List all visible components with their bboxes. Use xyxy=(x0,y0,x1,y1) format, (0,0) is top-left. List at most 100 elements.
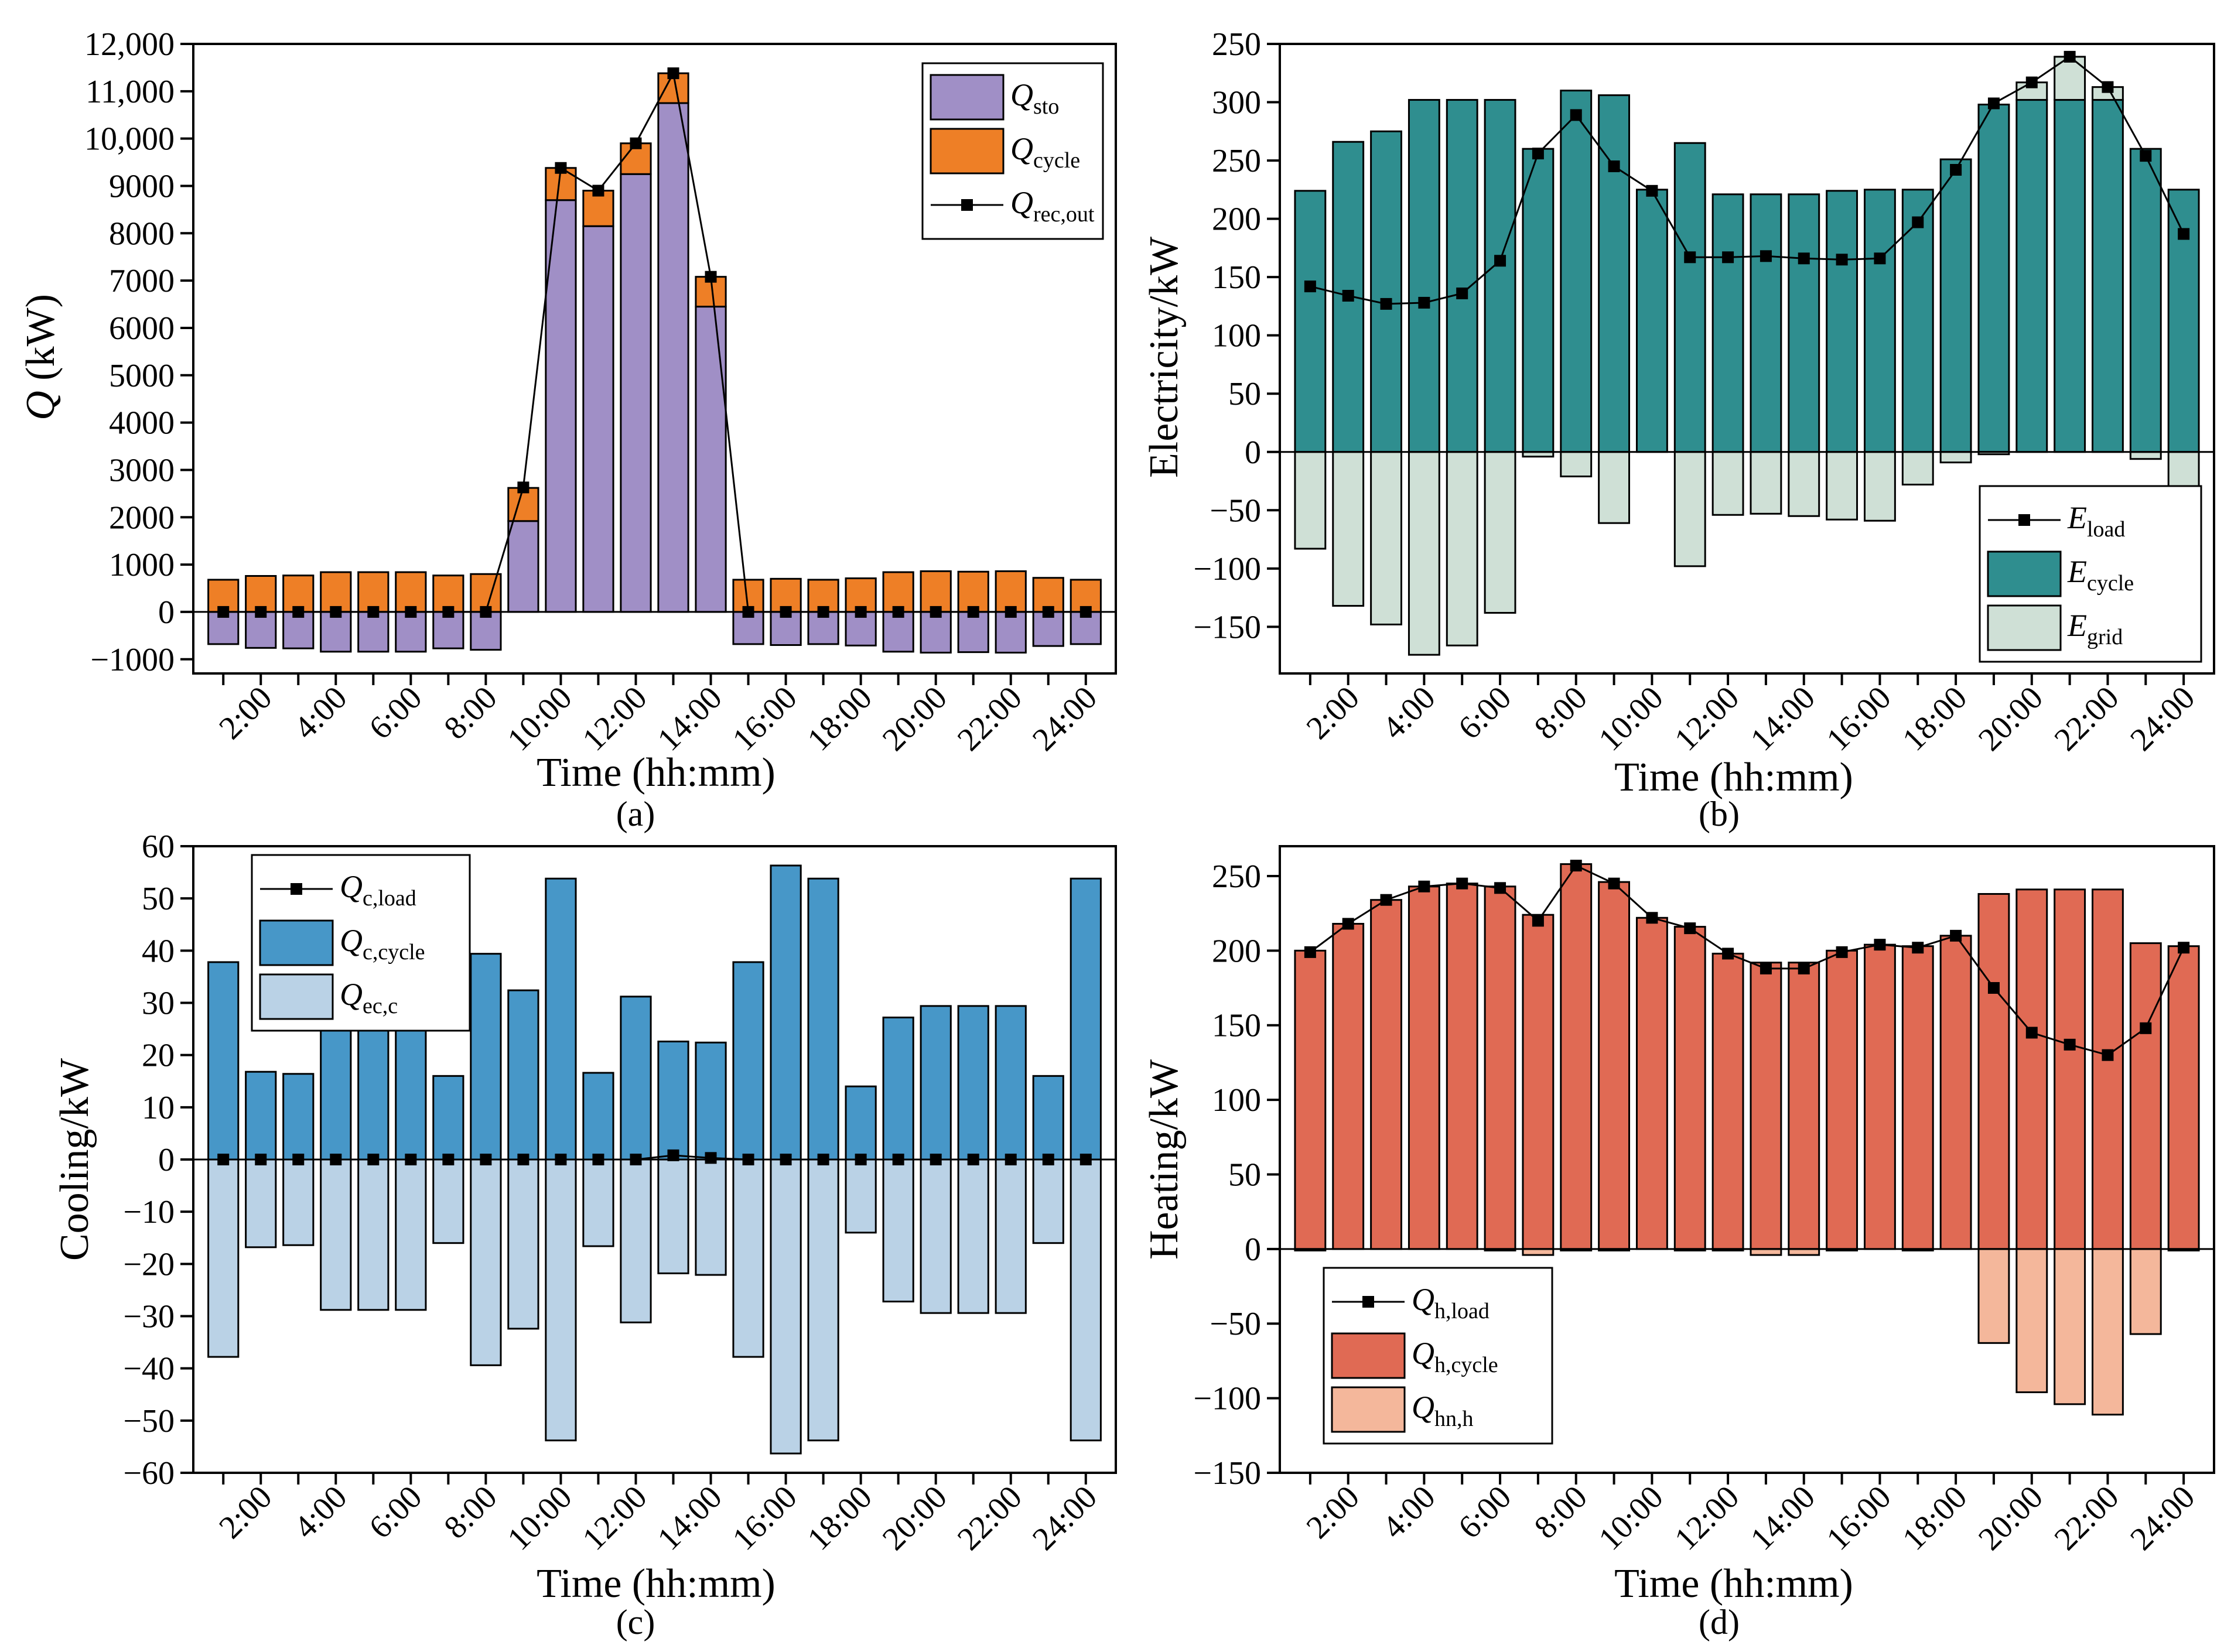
panel-c-bar-ecc-15 xyxy=(732,1158,764,1358)
panel-d-bar-hcycle-6 xyxy=(1484,885,1516,1250)
panel-d-bar-hnh-7 xyxy=(1522,1248,1555,1256)
panel-a-legend-symbol-1: Q xyxy=(1010,131,1033,166)
panel-d-marker-10 xyxy=(1646,912,1658,924)
panel-c-bar-ccycle-4 xyxy=(320,1008,352,1161)
panel-c-marker-3 xyxy=(292,1154,305,1165)
panel-d-marker-19 xyxy=(1987,982,2000,994)
panel-a-bar-cycle-21 xyxy=(957,570,989,613)
panel-c-legend-marker-0 xyxy=(291,883,302,895)
panel-a-legend-subscript-0: sto xyxy=(1033,94,1059,119)
panel-a-bar-sto-21 xyxy=(957,611,989,654)
panel-d-bar-hcycle-17 xyxy=(1901,945,1934,1250)
panel-c-bar-ccycle-14 xyxy=(695,1041,727,1161)
panel-c-marker-2 xyxy=(255,1154,267,1165)
panel-b-bar-cycle-16 xyxy=(1863,189,1896,453)
panel-a-bar-cycle-6 xyxy=(395,571,427,613)
panel-b-bar-grid-4 xyxy=(1407,451,1440,656)
panel-b-bar-grid-1 xyxy=(1294,451,1327,550)
panel-c-bar-ccycle-23 xyxy=(1032,1075,1064,1161)
panel-c-marker-19 xyxy=(892,1154,904,1165)
panel-b-caption: (b) xyxy=(1699,795,1740,833)
panel-b-marker-21 xyxy=(2064,50,2076,63)
panel-c-bar-ccycle-6 xyxy=(395,1008,427,1161)
panel-d-ytick-label-7: 200 xyxy=(1212,933,1261,969)
panel-a-legend-swatch-1 xyxy=(930,128,1005,175)
panel-a-ytick-label-13: 12,000 xyxy=(84,26,175,63)
panel-d-frame xyxy=(1279,845,2215,1474)
panel-a-marker-21 xyxy=(967,606,979,618)
panel-b-legend-swatch-2 xyxy=(1987,604,2062,651)
panel-c-legend-swatch-2 xyxy=(259,973,334,1020)
panel-d-marker-18 xyxy=(1950,929,1962,942)
panel-d-bar-hcycle-12 xyxy=(1711,952,1744,1250)
panel-a-line-recout xyxy=(223,70,1086,613)
panel-d-legend-swatch-1 xyxy=(1331,1332,1406,1379)
panel-a-marker-9 xyxy=(517,481,529,494)
panel-b-bar-cycle-5 xyxy=(1446,99,1478,453)
panel-c-bar-ecc-9 xyxy=(507,1158,539,1330)
panel-c-bar-ccycle-20 xyxy=(920,1005,952,1161)
panel-c-bar-ecc-3 xyxy=(282,1158,315,1246)
panel-c-bar-ccycle-7 xyxy=(432,1075,464,1161)
panel-a-ytick-label-6: 5000 xyxy=(109,358,175,394)
panel-d-marker-20 xyxy=(2025,1027,2038,1039)
panel-a-marker-15 xyxy=(742,606,754,618)
panel-c-ytick-label-11: 50 xyxy=(142,881,175,917)
panel-a-legend-label-0: Qsto xyxy=(1010,77,1059,119)
panel-a-ytick-label-11: 10,000 xyxy=(84,121,175,158)
panel-c-ytick-label-1: −50 xyxy=(123,1403,175,1439)
panel-a-bar-cycle-2 xyxy=(245,574,277,613)
panel-c-bar-ecc-2 xyxy=(245,1158,277,1249)
panel-c-bar-ecc-17 xyxy=(807,1158,839,1442)
panel-b-bar-grid-3 xyxy=(1370,451,1402,625)
panel-b-bar-cycle-22 xyxy=(2092,99,2124,453)
panel-b-marker-8 xyxy=(1570,109,1582,121)
panel-a-bar-sto-19 xyxy=(882,611,914,653)
panel-b-ytick-label-6: 150 xyxy=(1212,259,1261,296)
panel-d-legend-symbol-2: Q xyxy=(1412,1390,1434,1425)
panel-b-legend-subscript-1: cycle xyxy=(2087,571,2134,596)
panel-b-ytick-label-8: 250 xyxy=(1212,143,1261,179)
panel-c-bar-ccycle-16 xyxy=(770,864,802,1161)
panel-d-ytick-label-3: 0 xyxy=(1245,1232,1261,1268)
panel-d-marker-17 xyxy=(1912,942,1924,954)
panel-b-bar-cycle-12 xyxy=(1711,193,1744,453)
panel-b-bar-grid-13 xyxy=(1750,451,1782,515)
panel-a-ytick-label-3: 2000 xyxy=(109,500,175,536)
panel-d-ytick-label-8: 250 xyxy=(1212,859,1261,895)
panel-b-ylabel: Electricity/kW xyxy=(1142,237,1187,478)
panel-c-bar-ccycle-5 xyxy=(357,1008,390,1161)
panel-a-marker-16 xyxy=(780,606,792,618)
panel-d-bar-hcycle-2 xyxy=(1332,922,1365,1250)
panel-c-legend-swatch-1 xyxy=(259,919,334,966)
panel-a-marker-3 xyxy=(292,606,305,618)
panel-a-ylabel: Q (kW) xyxy=(18,294,63,420)
panel-c-ytick-label-0: −60 xyxy=(123,1455,175,1492)
panel-d-bar-hnh-22 xyxy=(2092,1248,2124,1416)
panel-b-bar-cycle-3 xyxy=(1370,130,1402,453)
panel-b-marker-23 xyxy=(2140,150,2152,162)
panel-a-frame xyxy=(192,43,1117,675)
panel-d-marker-1 xyxy=(1304,946,1316,958)
panel-c-ytick-label-8: 20 xyxy=(142,1038,175,1074)
panel-d-marker-2 xyxy=(1342,918,1354,930)
panel-b-bar-grid-23 xyxy=(2129,451,2162,460)
panel-c-marker-17 xyxy=(817,1154,829,1165)
panel-a-legend-label-1: Qcycle xyxy=(1010,131,1080,173)
panel-c-bar-ccycle-10 xyxy=(545,877,577,1161)
panel-a-ytick-label-0: −1000 xyxy=(90,642,175,678)
panel-d-line-hload xyxy=(1309,864,2185,1056)
panel-b-legend-subscript-2: grid xyxy=(2087,625,2123,649)
panel-b-bar-cycle-21 xyxy=(2054,99,2086,453)
panel-b-bar-grid-17 xyxy=(1901,451,1934,486)
panel-c-bar-ccycle-21 xyxy=(957,1005,989,1161)
panel-a-bar-cycle-11 xyxy=(582,190,614,227)
panel-a-bar-sto-7 xyxy=(432,611,464,649)
panel-c-legend-subscript-2: ec,c xyxy=(363,994,398,1018)
panel-c-legend-symbol-2: Q xyxy=(340,977,363,1012)
panel-b-marker-11 xyxy=(1684,251,1696,264)
panel-d-marker-12 xyxy=(1722,948,1734,960)
panel-a-caption: (a) xyxy=(616,795,655,833)
panel-d-bar-hnh-13 xyxy=(1750,1248,1782,1256)
panel-c-marker-12 xyxy=(630,1154,642,1165)
